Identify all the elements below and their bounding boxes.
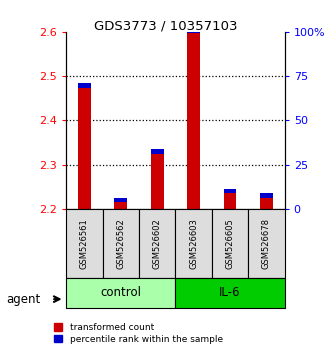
Text: agent: agent: [7, 293, 41, 306]
Bar: [248, 209, 285, 278]
Text: GSM526561: GSM526561: [80, 218, 89, 269]
Bar: [187, 29, 200, 33]
Text: control: control: [100, 286, 141, 299]
Bar: [115, 198, 127, 202]
Bar: [115, 202, 127, 209]
Bar: [151, 149, 164, 154]
Text: GSM526603: GSM526603: [189, 218, 198, 269]
Bar: [212, 209, 248, 278]
Bar: [139, 209, 175, 278]
Text: GSM526678: GSM526678: [262, 218, 271, 269]
Bar: [224, 189, 236, 193]
Bar: [78, 83, 91, 88]
Bar: [187, 33, 200, 209]
Bar: [66, 209, 103, 278]
Text: GSM526602: GSM526602: [153, 218, 162, 269]
Text: GSM526605: GSM526605: [225, 218, 235, 269]
Bar: [175, 209, 212, 278]
Bar: [78, 88, 91, 209]
Bar: [151, 154, 164, 209]
Bar: [103, 209, 139, 278]
Text: GDS3773 / 10357103: GDS3773 / 10357103: [94, 19, 237, 33]
Bar: [66, 278, 175, 308]
Bar: [260, 198, 273, 209]
Text: GSM526562: GSM526562: [116, 218, 125, 269]
Text: IL-6: IL-6: [219, 286, 241, 299]
Bar: [260, 193, 273, 198]
Bar: [175, 278, 285, 308]
Bar: [224, 193, 236, 209]
Legend: transformed count, percentile rank within the sample: transformed count, percentile rank withi…: [54, 323, 223, 344]
